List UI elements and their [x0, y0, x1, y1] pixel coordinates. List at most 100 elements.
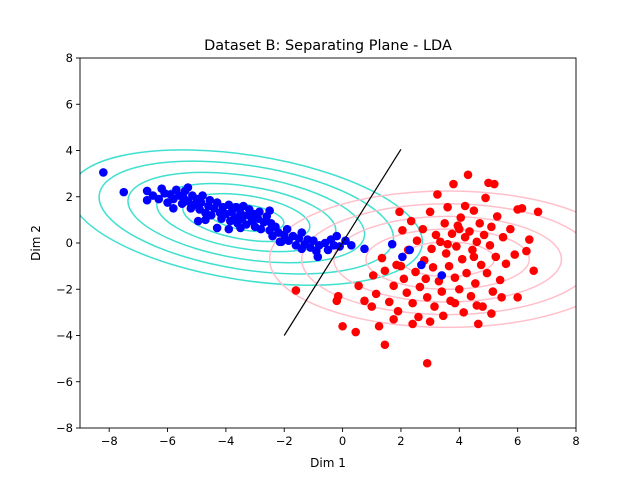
class-b-point [360, 296, 369, 306]
x-tick-label: 2 [397, 434, 404, 448]
y-tick-label: −2 [56, 282, 73, 296]
class-b-point [374, 321, 384, 331]
class-b-point [389, 281, 398, 291]
class-b-point [471, 279, 480, 288]
x-tick-label: −4 [217, 434, 234, 448]
class-b-point [438, 311, 448, 321]
class-b-point [371, 289, 381, 299]
class-b-point [443, 202, 452, 212]
class-b-point [393, 306, 403, 316]
class-b-point [399, 274, 409, 284]
class-b-point [437, 287, 447, 296]
class-b-point [450, 298, 460, 308]
class-b-point [333, 291, 343, 301]
class-b-point [491, 252, 501, 262]
class-b-point [422, 293, 432, 302]
class-a-point [347, 241, 356, 250]
class-b-point [377, 253, 387, 263]
class-b-point [367, 302, 377, 311]
class-a-point [309, 236, 318, 245]
class-b-point [479, 230, 489, 240]
class-b-point [462, 268, 471, 278]
x-tick-label: −6 [159, 434, 176, 448]
class-b-point [396, 261, 406, 271]
class-a-point [169, 204, 178, 213]
class-b-point [389, 315, 398, 324]
class-b-contour-5 [268, 190, 576, 329]
class-b-point [529, 266, 538, 276]
class-b-point [463, 170, 473, 180]
class-b-point [506, 224, 515, 234]
class-b-point [338, 321, 347, 331]
class-b-point [452, 242, 461, 251]
class-a-point [206, 210, 216, 220]
class-b-point [430, 302, 439, 311]
class-b-point [522, 246, 531, 256]
y-axis-ticks: −8 −6 −4 −2 0 2 4 6 8 [56, 51, 80, 435]
class-b-point [488, 287, 498, 296]
class-a-point [282, 224, 292, 234]
class-a-point [297, 244, 307, 254]
x-tick-label: 0 [339, 434, 346, 448]
class-b-point [425, 207, 435, 217]
class-b-point [498, 232, 508, 242]
class-b-point [517, 204, 527, 213]
x-tick-label: 4 [456, 434, 463, 448]
class-b-point [384, 297, 394, 307]
class-b-point [465, 227, 474, 236]
class-b-point [418, 224, 428, 234]
class-a-point [236, 223, 245, 233]
class-a-point [297, 228, 307, 237]
class-a-point [212, 198, 222, 207]
class-a-point [154, 194, 164, 204]
class-b-point [485, 241, 495, 250]
x-tick-label: −2 [276, 434, 293, 448]
class-b-point [469, 252, 479, 262]
class-b-point [406, 216, 416, 226]
class-b-point [398, 225, 407, 235]
y-tick-label: 2 [66, 190, 73, 204]
class-a-point [142, 195, 152, 205]
class-a-points [99, 168, 447, 280]
class-b-point [457, 254, 467, 264]
class-a-point [417, 260, 426, 270]
class-b-point [431, 230, 441, 240]
class-a-point [313, 252, 323, 262]
class-a-point [398, 252, 407, 262]
class-b-point [415, 282, 425, 292]
class-b-point [408, 319, 417, 329]
class-b-point [395, 207, 404, 217]
separating-plane-line [283, 149, 402, 336]
y-tick-label: −4 [56, 329, 73, 343]
class-b-point [481, 193, 490, 203]
class-b-point [402, 288, 412, 298]
class-b-point [454, 284, 464, 294]
y-tick-label: 6 [66, 97, 73, 111]
class-b-point [460, 201, 470, 211]
class-b-point [436, 237, 445, 247]
class-b-point [475, 219, 485, 228]
class-b-point [449, 179, 458, 189]
class-a-point [323, 245, 333, 255]
class-b-point [380, 340, 390, 350]
class-b-point [368, 271, 378, 280]
class-b-point [510, 250, 520, 259]
class-a-point [205, 195, 215, 205]
class-b-point [482, 268, 492, 278]
class-b-point [447, 229, 457, 239]
class-a-point [119, 187, 129, 197]
class-a-point [360, 244, 369, 254]
y-tick-label: 0 [66, 236, 73, 250]
class-a-point [265, 206, 274, 215]
class-a-point [198, 191, 207, 200]
class-b-point [422, 358, 432, 368]
class-b-point [501, 259, 511, 269]
class-b-points [291, 170, 543, 368]
class-b-point [533, 207, 543, 217]
class-a-point [224, 224, 234, 234]
class-b-point [468, 245, 477, 255]
class-a-contour-4 [127, 171, 366, 264]
class-b-point [456, 213, 466, 222]
class-a-point [196, 198, 206, 207]
class-b-point [497, 293, 506, 302]
